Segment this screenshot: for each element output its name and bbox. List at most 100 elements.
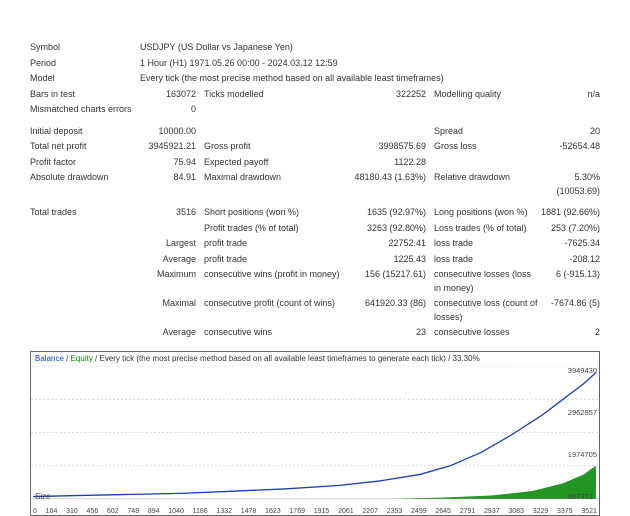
max-dd-label: Maximal drawdown [200, 171, 340, 198]
expected-payoff-value: 1122.28 [340, 156, 430, 170]
maximum-label: Maximum [140, 268, 200, 295]
short-pos-label: Short positions (won %) [200, 206, 340, 220]
profit-factor-value: 75.94 [140, 156, 200, 170]
loss-trades-value: 253 (7.20%) [540, 222, 600, 236]
row-model: Model Every tick (the most precise metho… [30, 71, 600, 87]
long-pos-label: Long positions (won %) [430, 206, 540, 220]
abs-dd-label: Absolute drawdown [30, 171, 140, 198]
x-label: 164 [46, 508, 58, 515]
row-deposit: Initial deposit 10000.00 Spread 20 [30, 124, 600, 140]
largest-loss-label: loss trade [430, 237, 540, 251]
row-max-consec-wins: Maximum consecutive wins (profit in mone… [30, 267, 600, 296]
avg-cw-label: consecutive wins [200, 326, 340, 340]
y-label: 3949430 [568, 366, 597, 375]
max-dd-value: 48180.43 (1.63%) [340, 171, 430, 198]
net-profit-value: 3945921.21 [140, 140, 200, 154]
chart-header-rest: / Every tick (the most precise method ba… [93, 354, 480, 363]
x-label: 2499 [411, 508, 427, 515]
largest-profit-label: profit trade [200, 237, 340, 251]
x-label: 1186 [193, 508, 208, 515]
x-label: 2937 [484, 508, 500, 515]
chart-y-labels: 3949430 2962857 1974705 987352 [568, 366, 597, 501]
x-label: 310 [66, 508, 78, 515]
short-pos-value: 1635 (92.97%) [340, 206, 430, 220]
max-cl-label: consecutive losses (loss in money) [430, 268, 540, 295]
largest-profit-value: 22752.41 [340, 237, 430, 251]
max-cw-value: 156 (15217.61) [340, 268, 430, 295]
max-closs-label: consecutive loss (count of losses) [430, 297, 540, 324]
strategy-report: Symbol USDJPY (US Dollar vs Japanese Yen… [30, 40, 600, 516]
spread-label: Spread [430, 125, 540, 139]
max-cw-label: consecutive wins (profit in money) [200, 268, 340, 295]
x-label: 894 [148, 508, 160, 515]
profit-factor-label: Profit factor [30, 156, 140, 170]
y-label: 987352 [568, 492, 597, 501]
symbol-value: USDJPY (US Dollar vs Japanese Yen) [140, 41, 600, 55]
x-label: 2645 [435, 508, 451, 515]
quality-label: Modelling quality [430, 88, 540, 102]
ticks-value: 322252 [340, 88, 430, 102]
row-average: Average profit trade 1225.43 loss trade … [30, 252, 600, 268]
x-label: 1623 [265, 508, 281, 515]
profit-trades-value: 3263 (92.80%) [340, 222, 430, 236]
period-label: Period [30, 57, 140, 71]
largest-loss-value: -7625.34 [540, 237, 600, 251]
x-label: 602 [107, 508, 119, 515]
y-label: 1974705 [568, 450, 597, 459]
bars-label: Bars in test [30, 88, 140, 102]
chart-equity-label: Equity [71, 354, 93, 363]
max-closs-value: -7674.86 (5) [540, 297, 600, 324]
largest-label: Largest [140, 237, 200, 251]
chart-balance-label: Balance [35, 354, 64, 363]
expected-payoff-label: Expected payoff [200, 156, 340, 170]
ticks-label: Ticks modelled [200, 88, 340, 102]
x-label: 456 [87, 508, 99, 515]
total-trades-value: 3516 [140, 206, 200, 220]
maximal-label: Maximal [140, 297, 200, 324]
average-label: Average [140, 253, 200, 267]
avg-profit-label: profit trade [200, 253, 340, 267]
x-label: 3521 [581, 508, 597, 515]
x-label: 2353 [387, 508, 403, 515]
size-fill [33, 465, 596, 498]
avg-cl-value: 2 [540, 326, 600, 340]
model-value: Every tick (the most precise method base… [140, 72, 600, 86]
abs-dd-value: 84.91 [140, 171, 200, 198]
equity-chart: Balance / Equity / Every tick (the most … [30, 351, 600, 516]
loss-trades-label: Loss trades (% of total) [430, 222, 540, 236]
balance-line [33, 372, 596, 496]
avg-cl-label: consecutive losses [430, 326, 540, 340]
x-label: 3375 [557, 508, 573, 515]
gross-loss-label: Gross loss [430, 140, 540, 154]
x-label: 1915 [314, 508, 330, 515]
avg-profit-value: 1225.43 [340, 253, 430, 267]
x-label: 0 [33, 508, 37, 515]
chart-header: Balance / Equity / Every tick (the most … [31, 352, 599, 365]
quality-value: n/a [540, 88, 600, 102]
period-value: 1 Hour (H1) 1971.05.26 00:00 - 2024.03.1… [140, 57, 600, 71]
spread-value: 20 [540, 125, 600, 139]
max-cp-value: 641920.33 (86) [340, 297, 430, 324]
x-label: 2207 [362, 508, 378, 515]
chart-grid [31, 366, 599, 499]
y-label: 2962857 [568, 408, 597, 417]
trades.avg_l_value: -208.12 [540, 253, 600, 267]
x-label: 2791 [460, 508, 476, 515]
total-trades-label: Total trades [30, 206, 140, 220]
row-net-profit: Total net profit 3945921.21 Gross profit… [30, 139, 600, 155]
rel-dd-value: 5.30% (10053.69) [540, 171, 600, 198]
row-drawdown: Absolute drawdown 84.91 Maximal drawdown… [30, 170, 600, 199]
profit-trades-label: Profit trades (% of total) [200, 222, 340, 236]
x-label: 3229 [533, 508, 549, 515]
mismatch-label: Mismatched charts errors [30, 103, 140, 117]
row-period: Period 1 Hour (H1) 1971.05.26 00:00 - 20… [30, 56, 600, 72]
gross-loss-value: -52654.48 [540, 140, 600, 154]
row-avg-consec: Average consecutive wins 23 consecutive … [30, 325, 600, 341]
x-label: 748 [127, 508, 139, 515]
gross-profit-label: Gross profit [200, 140, 340, 154]
row-profit-factor: Profit factor 75.94 Expected payoff 1122… [30, 155, 600, 171]
initial-deposit-value: 10000.00 [140, 125, 200, 139]
chart-x-labels: 0164310456602748894104011861332147816231… [31, 508, 599, 515]
row-bars: Bars in test 163072 Ticks modelled 32225… [30, 87, 600, 103]
x-label: 1040 [168, 508, 184, 515]
